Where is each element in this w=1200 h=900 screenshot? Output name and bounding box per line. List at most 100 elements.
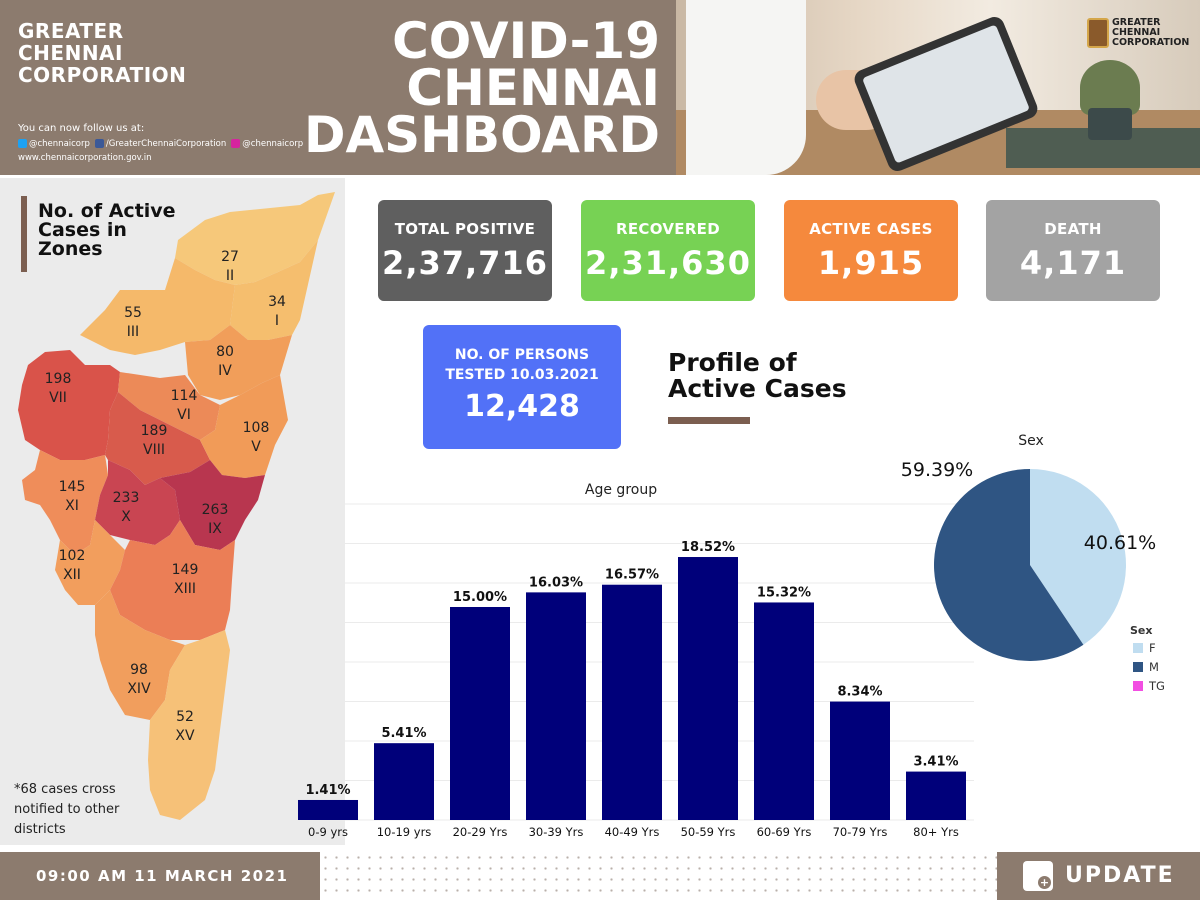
- zone-shape: [80, 258, 235, 355]
- zone-number: VII: [49, 390, 67, 406]
- x-tick-label: 60-69 Yrs: [757, 825, 812, 839]
- map-title-accent: [21, 196, 27, 272]
- logo-text: GREATER CHENNAI CORPORATION: [1112, 18, 1189, 48]
- x-tick-label: 0-9 yrs: [308, 825, 348, 839]
- title-line: DASHBOARD: [303, 106, 660, 164]
- bar: [906, 771, 966, 820]
- zone-count: 102: [58, 548, 86, 564]
- update-datetime: 09:00 AM 11 MARCH 2021: [0, 852, 320, 900]
- zone-number: II: [225, 268, 235, 284]
- facebook-link[interactable]: /GreaterChennaiCorporation: [94, 139, 226, 149]
- bar-data-label: 18.52%: [681, 540, 735, 555]
- death-label: DEATH: [1044, 220, 1102, 238]
- active-cases-value: 1,915: [817, 244, 925, 282]
- zone-label: 80 IV: [195, 343, 255, 381]
- legend-swatch: [1133, 681, 1143, 691]
- bar-data-label: 16.03%: [529, 575, 583, 590]
- legend-label: F: [1149, 641, 1156, 655]
- bar: [450, 607, 510, 820]
- zone-shape: [110, 520, 235, 640]
- zone-count: 114: [170, 388, 198, 404]
- pie-data-label: 59.39%: [901, 459, 973, 481]
- bar-data-label: 15.32%: [757, 585, 811, 600]
- bar: [678, 557, 738, 820]
- org-name: GREATER CHENNAI CORPORATION: [18, 20, 186, 86]
- zone-count: 52: [176, 709, 194, 725]
- tested-label-line: NO. OF PERSONS: [454, 347, 590, 363]
- bar-data-label: 3.41%: [913, 755, 958, 770]
- org-name-line: GREATER: [18, 19, 124, 43]
- footer-dot-pattern: [320, 852, 997, 900]
- twitter-icon: [18, 139, 27, 148]
- corporation-logo-icon: [1087, 18, 1109, 48]
- zone-count: 55: [124, 305, 142, 321]
- zone-shape: [118, 372, 220, 440]
- total-positive-card: TOTAL POSITIVE 2,37,716: [378, 200, 552, 301]
- zone-shape: [160, 460, 265, 550]
- x-tick-label: 10-19 yrs: [377, 825, 432, 839]
- zone-number: VI: [177, 407, 191, 423]
- legend-swatch: [1133, 643, 1143, 653]
- x-tick-label: 30-39 Yrs: [529, 825, 584, 839]
- zone-shape: [175, 192, 335, 285]
- zone-label: 145 XI: [42, 478, 102, 516]
- x-tick-label: 80+ Yrs: [913, 825, 959, 839]
- bar-data-label: 16.57%: [605, 568, 659, 583]
- bar: [602, 584, 662, 820]
- zone-shape: [200, 375, 288, 478]
- bar-data-label: 8.34%: [837, 685, 882, 700]
- zone-count: 34: [268, 294, 286, 310]
- legend-swatch: [1133, 662, 1143, 672]
- zone-label: 149 XIII: [155, 561, 215, 599]
- recovered-label: RECOVERED: [616, 220, 720, 238]
- bar-chart-title: Age group: [585, 482, 657, 498]
- zone-shape: [55, 520, 125, 605]
- zone-number: IV: [218, 363, 232, 379]
- zone-label: 108 V: [226, 419, 286, 457]
- age-group-chart: Age group 1.41% 0-9 yrs 5.41% 10-19 yrs 15.00…: [292, 482, 974, 839]
- zone-shape: [185, 325, 292, 400]
- twitter-link[interactable]: @chennaicorp: [18, 139, 90, 149]
- bar: [830, 701, 890, 820]
- zone-number: VIII: [143, 442, 165, 458]
- note-line: *68 cases cross: [14, 782, 116, 797]
- logo-line: CHENNAI: [1112, 27, 1161, 38]
- instagram-link[interactable]: @chennaicorp: [231, 139, 303, 149]
- page-title: COVID-19 CHENNAI DASHBOARD: [303, 16, 660, 164]
- bar: [526, 592, 586, 820]
- profile-heading-line: Active Cases: [668, 374, 847, 403]
- zone-label: 263 IX: [185, 501, 245, 539]
- org-name-line: CORPORATION: [18, 63, 187, 87]
- social-links: @chennaicorp /GreaterChennaiCorporation …: [18, 139, 303, 149]
- zone-number: XIV: [127, 681, 151, 697]
- zone-number: XI: [65, 498, 79, 514]
- zone-label: 189 VIII: [124, 422, 184, 460]
- zone-shape: [22, 450, 108, 555]
- x-tick-label: 40-49 Yrs: [605, 825, 660, 839]
- pie-slice: [1030, 469, 1126, 645]
- facebook-icon: [94, 139, 104, 148]
- pie-slice: [934, 469, 1084, 661]
- title-line: CHENNAI: [406, 59, 660, 117]
- death-value: 4,171: [1019, 244, 1127, 282]
- website-link[interactable]: www.chennaicorporation.gov.in: [18, 153, 152, 163]
- bar-data-label: 1.41%: [305, 783, 350, 798]
- zone-label: 52 XV: [155, 708, 215, 746]
- sex-pie-chart: Sex 40.61% 59.39% Sex FM TG: [901, 433, 1165, 693]
- zone-number: I: [274, 313, 280, 329]
- zone-count: 233: [112, 490, 140, 506]
- follow-text: You can now follow us at:: [18, 123, 145, 134]
- instagram-icon: [231, 139, 241, 148]
- bar: [754, 602, 814, 820]
- death-card: DEATH 4,171: [986, 200, 1160, 301]
- zone-label: 114 VI: [154, 387, 214, 425]
- zone-count: 108: [242, 420, 270, 436]
- update-button[interactable]: + UPDATE: [997, 852, 1200, 900]
- legend-label: M: [1149, 660, 1159, 674]
- active-cases-card: ACTIVE CASES 1,915: [784, 200, 958, 301]
- zone-shape: [148, 630, 230, 820]
- profile-heading-line: Profile of: [668, 348, 797, 377]
- zone-shape: [95, 460, 180, 545]
- zone-count: 198: [44, 371, 72, 387]
- map-title: No. of Active Cases in Zones: [38, 202, 176, 259]
